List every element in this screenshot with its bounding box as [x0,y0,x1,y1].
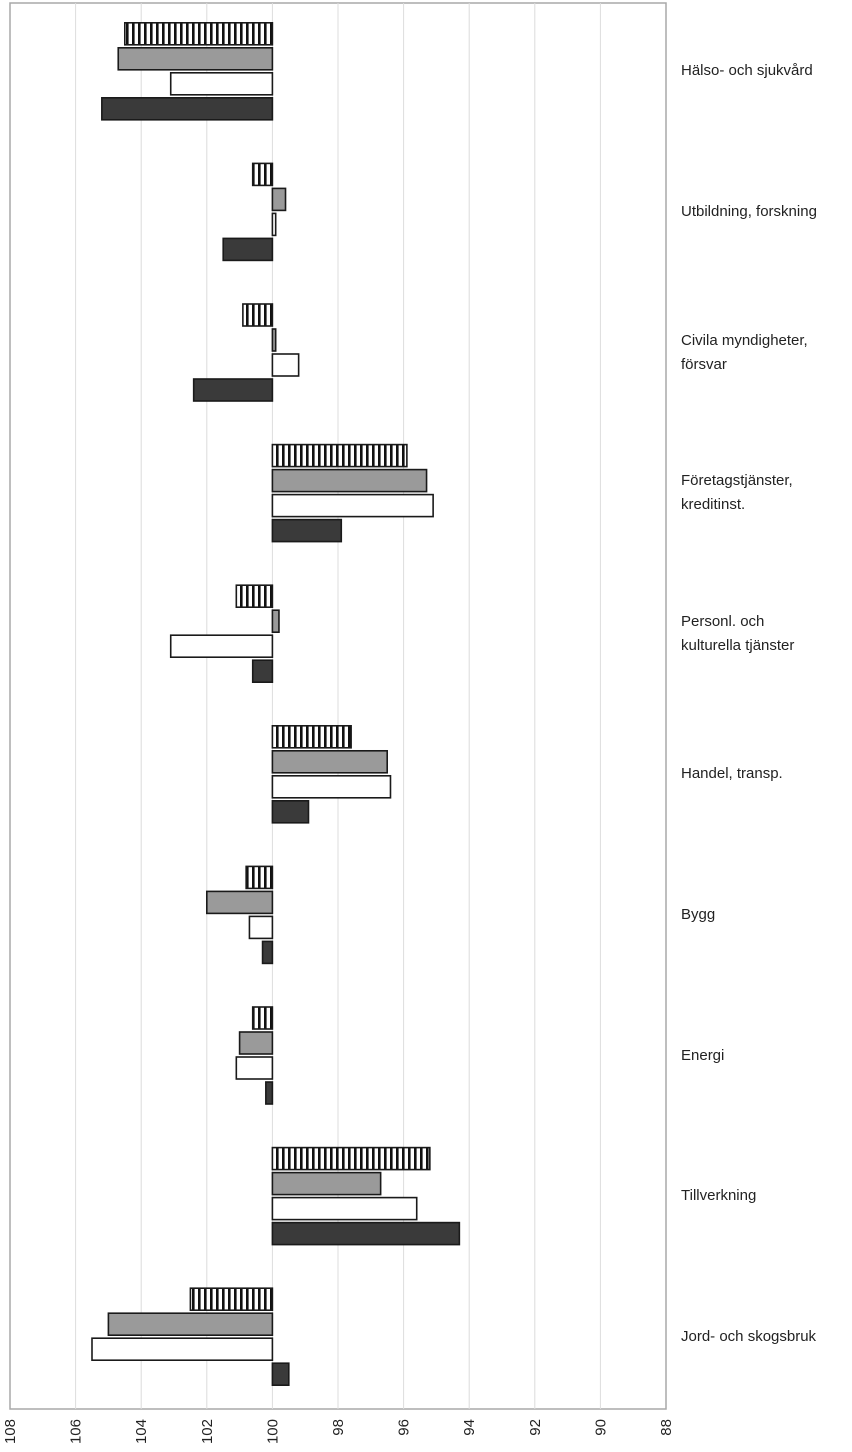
bar-white [235,1056,274,1080]
bar-gray [271,328,277,352]
category-label-line: Jord- och skogsbruk [681,1327,817,1345]
category-label: Energi [681,1044,724,1068]
bar-hatched [271,443,408,468]
category-label-line: Personl. och [681,612,765,630]
bar-white [91,1337,274,1361]
bar-dark [101,97,274,121]
bar-hatched [271,724,352,749]
bar-white [271,774,392,799]
bar-hatched [251,1006,274,1030]
bar-hatched [271,1146,431,1171]
category-label: Hälso- och sjukvård [681,59,813,83]
bar-dark [271,1221,461,1246]
bar-dark [192,378,274,402]
bar-white [271,212,277,237]
bar-gray [271,749,388,774]
x-tick-label: 88 [658,1419,675,1436]
category-label-line: försvar [681,355,727,373]
bar-dark [271,799,310,824]
x-tick-label: 104 [133,1419,150,1444]
x-tick-label: 100 [264,1419,281,1444]
x-tick-label: 102 [199,1419,216,1444]
bar-white [271,1196,418,1221]
bar-hatched [242,303,274,327]
bar-dark [261,940,274,965]
x-tick-label: 92 [527,1419,544,1436]
category-label: Civila myndigheter, försvar [681,329,808,377]
category-label-line: Civila myndigheter, [681,331,808,349]
category-label: Utbildning, forskning [681,200,817,224]
category-label-line: Företagstjänster, [681,472,793,490]
bars [91,21,461,1386]
bar-hatched [124,21,274,46]
x-tick-label: 90 [592,1419,609,1436]
category-label-line: kulturella tjänster [681,636,795,654]
bar-gray [271,468,428,493]
category-label-line: Tillverkning [681,1187,757,1205]
x-tick-labels: 108 106 104 102 100 98 96 94 92 90 88 [2,1419,675,1444]
category-label: Handel, transp. [681,762,783,786]
category-label-line: Hälso- och sjukvård [681,62,813,80]
bar-white [169,72,274,96]
bar-hatched [251,162,274,187]
bar-dark [222,237,274,262]
bar-gray [238,1031,274,1055]
category-label-line: Handel, transp. [681,765,783,783]
bar-dark [265,1081,274,1105]
bar-white [271,353,300,377]
bar-hatched [245,865,274,890]
x-tick-label: 96 [396,1419,413,1436]
bar-dark [251,659,274,684]
bar-hatched [235,584,274,609]
bar-white [169,634,274,659]
category-label-line: Bygg [681,905,716,923]
bar-dark [271,518,343,543]
category-label: Personl. och kulturella tjänster [681,610,794,658]
category-label: Tillverkning [681,1184,756,1208]
bar-white [248,915,274,940]
x-tick-label: 106 [68,1419,85,1444]
bar-gray [271,1171,382,1196]
bar-gray [271,187,287,212]
bar-gray [117,46,274,71]
bar-gray [206,890,274,915]
category-label-line: Utbildning, forskning [681,202,817,220]
category-label: Jord- och skogsbruk [681,1325,816,1349]
gridlines [75,3,601,1409]
x-tick-label: 94 [461,1419,478,1436]
category-label-line: Energi [681,1046,725,1064]
bar-gray [107,1312,274,1336]
bar-hatched [189,1287,274,1311]
x-tick-label: 98 [330,1419,347,1436]
bar-dark [271,1362,290,1386]
bar-white [271,493,434,518]
x-tick-label: 108 [2,1419,19,1444]
category-label: Bygg [681,903,715,927]
category-label: Företagstjänster, kreditinst. [681,469,793,517]
category-label-line: kreditinst. [681,496,746,514]
bar-gray [271,609,280,634]
